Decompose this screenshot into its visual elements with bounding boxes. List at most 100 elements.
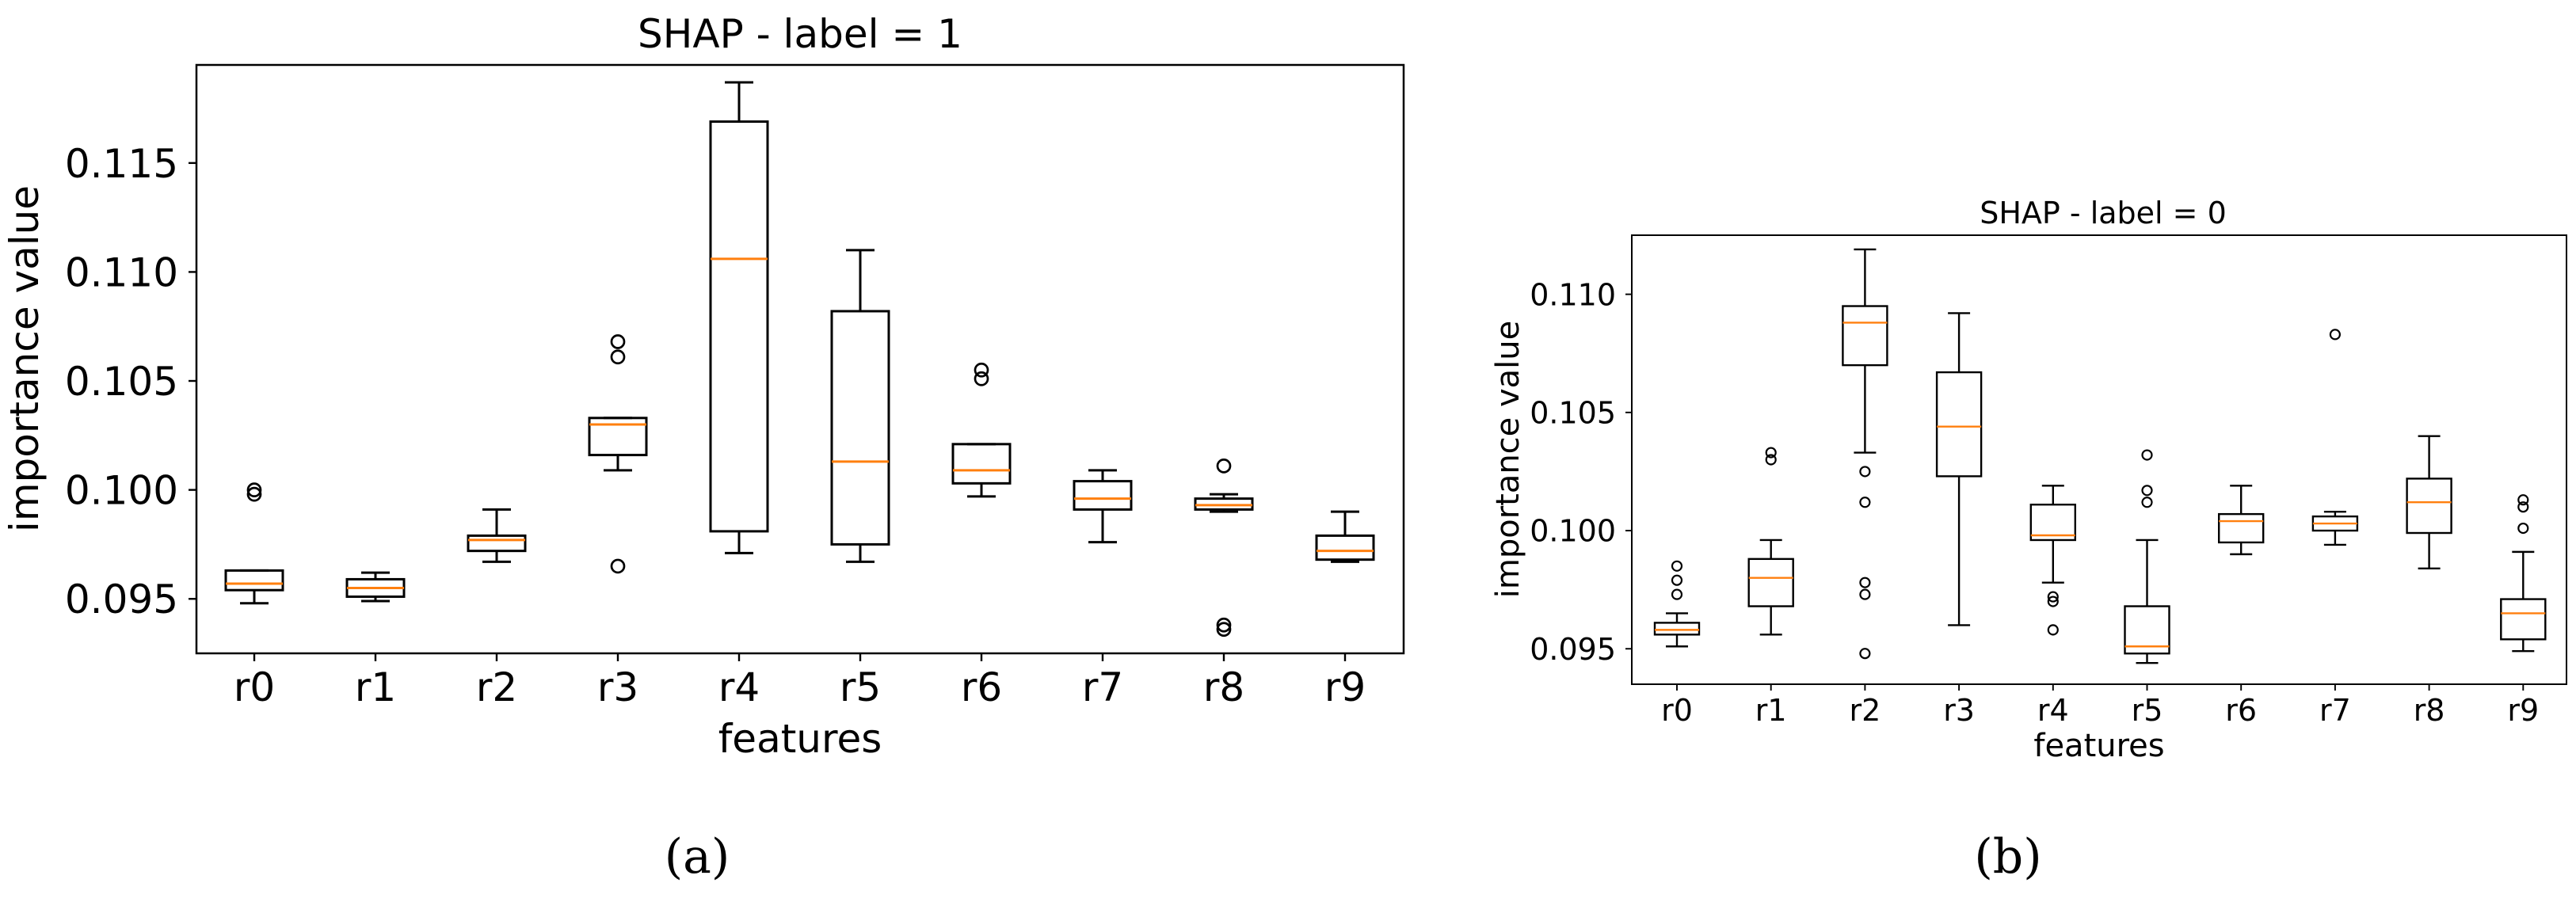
x-tick-label: r8 [1203,664,1244,710]
x-tick-label: r9 [1324,664,1366,710]
iqr-box [709,120,769,533]
caption: (a) [665,829,730,885]
y-tick-label: 0.115 [65,141,178,187]
panel-b: SHAP - label = 0 r0 r1 r2 r3 r4 r5 r6 r7 r8 r9 0.… [1490,196,2567,885]
iqr-box [1315,534,1375,561]
outlier-point [1765,447,1777,459]
outlier-point [610,349,626,365]
x-tick-label: r7 [1082,664,1123,710]
box-r4 [2029,485,2077,636]
y-ticks: 0.095 0.100 0.105 0.110 0.115 [65,141,196,622]
box-r6 [2217,485,2265,556]
box-r7 [1073,469,1133,544]
outlier-point [1859,577,1871,588]
outlier-point [1859,588,1871,600]
outlier-point [2141,449,2153,461]
outlier-point [2517,522,2529,535]
x-tick-label: r3 [1943,693,1975,728]
outlier-point [1216,622,1232,637]
iqr-box [467,534,527,553]
box-r9 [2500,494,2547,653]
box-r2 [1842,248,1888,660]
box-r2 [467,508,527,563]
y-tick-label: 0.100 [1530,514,1616,549]
y-tick-label: 0.095 [1530,632,1616,667]
outlier-point [974,371,989,386]
outlier-point [2141,497,2153,508]
outlier-point [610,558,626,574]
outlier-point [1859,466,1871,478]
box-r0 [1653,560,1701,648]
y-tick-label: 0.095 [65,577,178,622]
box-r5 [2124,449,2170,664]
outlier-point [1859,648,1871,660]
iqr-box [1747,558,1794,607]
iqr-box [2029,504,2077,542]
x-tick-label: r2 [476,664,517,710]
outlier-point [1671,588,1683,600]
outlier-point [246,486,262,502]
x-tick-label: r6 [961,664,1002,710]
iqr-box [1653,622,1701,636]
x-ticks: r0 r1 r2 r3 r4 r5 r6 r7 r8 r9 [1661,684,2539,728]
x-tick-label: r7 [2319,693,2351,728]
x-tick-label: r0 [234,664,275,710]
iqr-box [2124,605,2170,655]
outlier-point [2329,329,2341,341]
box-r8 [1194,458,1254,637]
x-tick-label: r9 [2507,693,2539,728]
x-axis-label: features [718,716,882,762]
box-r3 [1935,312,1983,626]
box-r0 [224,482,284,605]
box-r5 [830,249,890,563]
outlier-point [1216,458,1232,474]
outlier-point [1216,617,1232,633]
y-tick-label: 0.110 [1530,277,1616,312]
y-tick-label: 0.105 [1530,395,1616,430]
x-ticks: r0 r1 r2 r3 r4 r5 r6 r7 r8 r9 [234,653,1366,710]
y-tick-label: 0.105 [65,359,178,405]
iqr-box [951,443,1012,485]
y-axis-label: importance value [1490,321,1526,599]
panel-a: SHAP - label = 1 r0 r1 r2 r3 r4 r5 r6 r7 r8 r9 0.… [2,11,1405,885]
box-r6 [951,362,1012,498]
x-tick-label: r6 [2225,693,2257,728]
outlier-point [2141,485,2153,497]
box-r4 [709,81,769,554]
iqr-box [830,310,890,546]
iqr-box [2217,512,2265,544]
iqr-box [1842,305,1888,367]
x-tick-label: r0 [1661,693,1693,728]
x-axis-label: features [2033,728,2164,764]
x-tick-label: r2 [1849,693,1881,728]
iqr-box [2406,478,2452,535]
iqr-box [588,417,648,457]
outlier-point [2047,596,2059,607]
y-tick-label: 0.100 [65,468,178,514]
outlier-point [2047,624,2059,636]
outlier-point [1765,454,1777,466]
iqr-box [1073,480,1133,511]
outlier-point [1859,497,1871,508]
box-r9 [1315,510,1375,563]
box-r7 [2311,329,2359,546]
box-r1 [1747,447,1794,636]
x-tick-label: r5 [2132,693,2163,728]
outlier-point [974,362,989,378]
y-axis-label: importance value [2,185,48,532]
chart-title: SHAP - label = 1 [638,11,962,57]
x-tick-label: r1 [355,664,396,710]
box-r3 [588,334,648,574]
x-tick-label: r4 [718,664,760,710]
outlier-point [610,334,626,349]
outlier-point [2517,501,2529,513]
outlier-point [1671,574,1683,586]
caption: (b) [1974,829,2041,885]
x-tick-label: r8 [2414,693,2445,728]
x-tick-label: r1 [1755,693,1787,728]
box-r1 [345,571,406,603]
chart-title: SHAP - label = 0 [1980,196,2227,230]
x-tick-label: r4 [2037,693,2069,728]
iqr-box [224,569,284,592]
